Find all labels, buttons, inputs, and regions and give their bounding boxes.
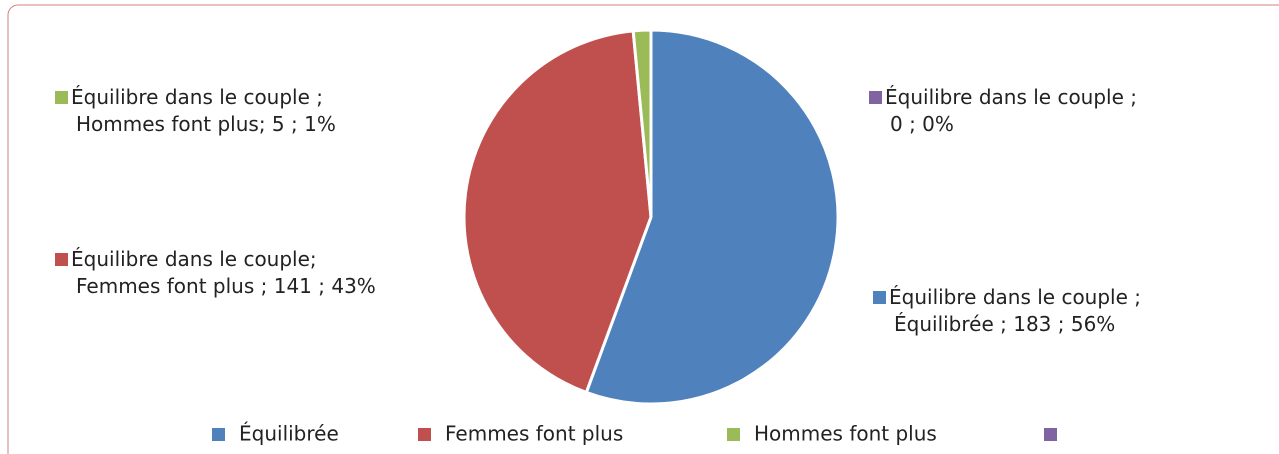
legend-label: Femmes font plus (445, 422, 623, 446)
data-label-key (55, 91, 68, 104)
legend-marker (212, 428, 225, 441)
data-label-key (873, 291, 886, 304)
legend-label: Équilibrée (239, 422, 339, 446)
data-label: Équilibre dans le couple; Femmes font plu… (71, 247, 376, 298)
legend-marker (418, 428, 431, 441)
pie-slice (462, 29, 653, 395)
legend-marker (727, 428, 740, 441)
data-label: Équilibre dans le couple ; 0 ; 0% (885, 85, 1137, 136)
data-label: Équilibre dans le couple ; Équilibrée ; 1… (889, 285, 1141, 336)
pie-slice (584, 28, 840, 406)
legend-marker (1044, 428, 1057, 441)
legend-label: Hommes font plus (754, 422, 937, 446)
data-label-key (869, 91, 882, 104)
data-label-key (55, 253, 68, 266)
data-label: Équilibre dans le couple ; Hommes font pl… (71, 85, 336, 136)
